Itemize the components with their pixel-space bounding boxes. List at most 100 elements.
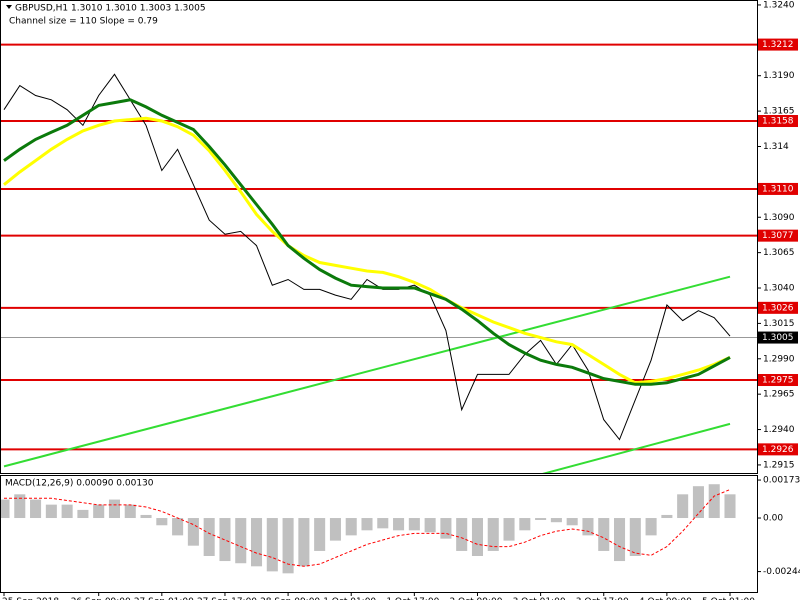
main-plot (1, 43, 757, 473)
macd-bar (266, 518, 278, 572)
macd-bar (661, 514, 673, 519)
x-tick-label: 2 Oct 09:00 (449, 597, 502, 600)
macd-bar (140, 514, 152, 519)
macd-bar (598, 518, 610, 551)
macd-bar (408, 518, 420, 531)
macd-bar (677, 494, 689, 519)
macd-bar (708, 484, 720, 519)
menu-icon (6, 5, 12, 9)
level-label: 1.3077 (762, 231, 794, 241)
macd-bar (456, 518, 468, 551)
y-tick-label: 1.3090 (763, 213, 795, 223)
macd-bar (314, 518, 326, 551)
macd-bar (61, 504, 73, 519)
macd-bar (550, 518, 562, 523)
macd-bar (566, 518, 578, 526)
y-tick-label: 1.3190 (763, 71, 795, 81)
macd-bar (424, 518, 436, 533)
macd-bar (645, 518, 657, 536)
macd-bar (93, 504, 105, 519)
macd-bar (124, 504, 136, 519)
macd-bar (345, 518, 357, 536)
macd-bar (613, 518, 626, 562)
y-tick-label: 1.2990 (763, 354, 795, 364)
macd-bar (219, 518, 231, 562)
macd-bar (172, 518, 184, 536)
level-label-box (758, 38, 798, 51)
macd-bar (77, 509, 89, 519)
macd-bar (582, 518, 594, 536)
x-tick-label: 5 Oct 01:00 (702, 597, 755, 600)
level-label: 1.3158 (762, 117, 794, 127)
chart-subtitle: Channel size = 110 Slope = 0.79 (9, 17, 158, 27)
macd-bar (329, 518, 341, 541)
macd-bar (14, 494, 26, 519)
series-line (3, 98, 731, 386)
x-tick-label: 25 Sep 2018 (2, 597, 59, 600)
macd-bar (156, 518, 168, 526)
x-tick-label: 1 Oct 01:00 (323, 597, 376, 600)
x-tick-label: 1 Oct 17:00 (386, 597, 439, 600)
chart-title: GBPUSD,H1 1.3010 1.3010 1.3003 1.3005 (15, 4, 206, 14)
x-tick-label: 27 Sep 17:00 (197, 597, 257, 600)
macd-bar (187, 518, 199, 546)
level-label: 1.3110 (762, 184, 794, 194)
macd-bar (282, 518, 294, 574)
level-label-box (758, 229, 798, 242)
y-tick-label: 1.2915 (763, 460, 795, 470)
y-tick-label: 1.3240 (763, 0, 795, 10)
macd-panel (0, 475, 758, 593)
level-label-box (758, 301, 798, 314)
macd-bar (361, 518, 373, 531)
macd-bar (724, 494, 736, 519)
x-tick-label: 3 Oct 17:00 (576, 597, 629, 600)
macd-bar (519, 518, 531, 531)
x-tick-label: 3 Oct 01:00 (513, 597, 566, 600)
macd-title: MACD(12,26,9) 0.00090 0.00130 (5, 479, 154, 489)
trend-line (3, 275, 731, 468)
macd-bar (503, 518, 515, 541)
y-tick-label: 1.3165 (763, 107, 795, 117)
level-label: 1.2926 (762, 445, 794, 455)
x-tick-label: 4 Oct 09:00 (639, 597, 692, 600)
level-label: 1.2975 (762, 376, 794, 386)
level-label: 1.3212 (762, 40, 794, 50)
macd-bar (45, 504, 57, 519)
level-label-box (758, 374, 798, 387)
macd-bar (440, 518, 452, 539)
macd-bar (203, 518, 215, 556)
y-tick-label: 1.3040 (763, 284, 795, 294)
y-tick-label: 1.3015 (763, 319, 795, 329)
macd-bar (692, 486, 704, 519)
level-label-box (758, 331, 798, 344)
y-tick-label: 1.3065 (763, 248, 795, 258)
y-tick-label: 1.2940 (763, 425, 795, 435)
series-line (3, 116, 731, 385)
level-label-box (758, 443, 798, 456)
macd-bar (377, 518, 389, 529)
macd-bar (535, 518, 547, 520)
macd-plot (1, 484, 736, 574)
level-label: 1.3005 (762, 333, 794, 343)
y-tick-label: 1.2965 (763, 390, 795, 400)
level-label-box (758, 182, 798, 195)
y-tick-label: 0.00173 (763, 476, 800, 486)
x-tick-label: 26 Sep 09:00 (71, 597, 131, 600)
macd-bar (471, 518, 484, 556)
x-tick-label: 28 Sep 09:00 (260, 597, 320, 600)
macd-bar (393, 518, 405, 531)
series-line (4, 489, 731, 567)
macd-bar (1, 499, 10, 519)
macd-bar (30, 499, 42, 519)
macd-bar (235, 518, 247, 564)
macd-bar (108, 499, 121, 519)
macd-bar (629, 518, 641, 556)
level-label: 1.3026 (762, 303, 794, 313)
y-tick-label: -0.00244 (763, 567, 800, 577)
y-tick-label: 0.00 (763, 514, 783, 524)
x-tick-label: 27 Sep 01:00 (134, 597, 194, 600)
macd-bar (298, 518, 310, 567)
trend-line (542, 422, 731, 473)
